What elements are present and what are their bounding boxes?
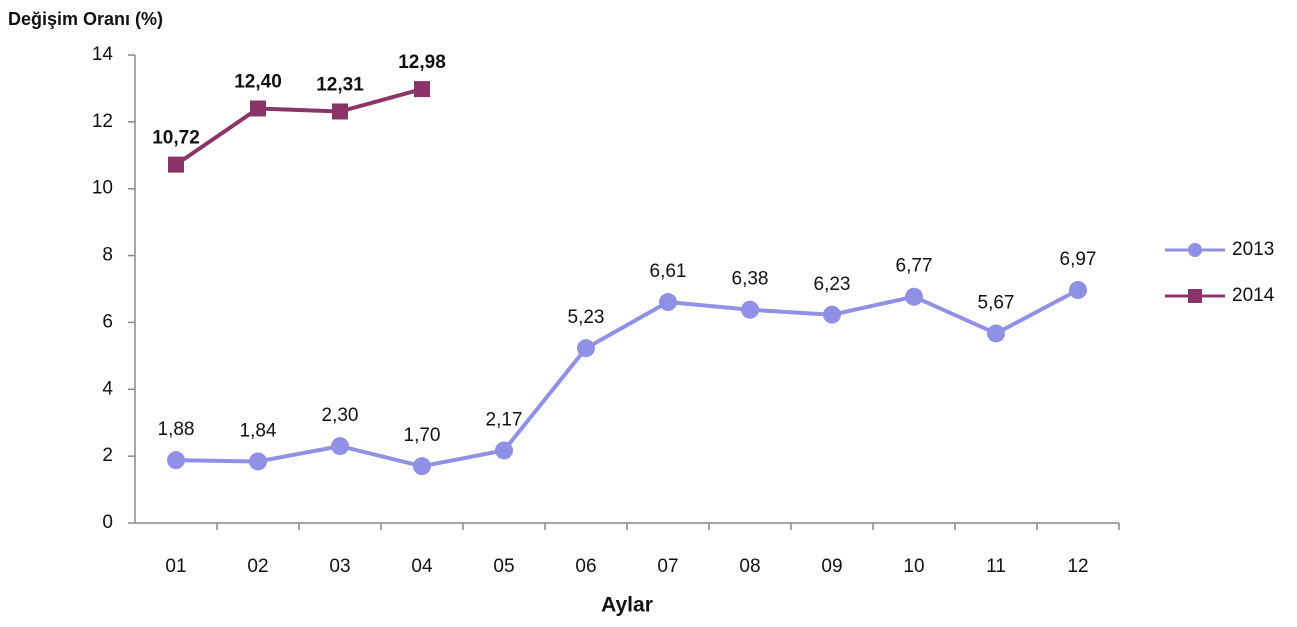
x-tick-label: 11 xyxy=(986,556,1006,577)
point xyxy=(332,103,348,120)
y-tick-label: 12 xyxy=(92,111,113,132)
point xyxy=(167,451,185,470)
value-label: 6,97 xyxy=(1060,249,1097,270)
x-tick-label: 12 xyxy=(1067,556,1088,577)
point xyxy=(331,437,349,456)
value-label: 2,30 xyxy=(322,405,359,426)
point xyxy=(495,441,513,460)
x-tick-label: 09 xyxy=(821,556,842,577)
x-tick-label: 05 xyxy=(493,556,514,577)
point xyxy=(1069,281,1087,300)
x-tick-label: 07 xyxy=(657,556,678,577)
x-tick-label: 01 xyxy=(165,556,186,577)
x-axis-label: Aylar xyxy=(601,594,653,617)
x-tick-label: 06 xyxy=(575,556,596,577)
point xyxy=(823,305,841,324)
y-tick-label: 0 xyxy=(102,512,113,533)
value-label: 10,72 xyxy=(152,128,200,149)
value-label: 5,67 xyxy=(978,292,1015,313)
point xyxy=(250,100,266,117)
legend-marker xyxy=(1188,289,1202,303)
value-label: 12,40 xyxy=(234,72,282,93)
point xyxy=(659,293,677,312)
x-tick-label: 10 xyxy=(903,556,924,577)
value-label: 12,31 xyxy=(316,75,364,96)
y-tick-label: 4 xyxy=(102,378,113,399)
y-tick-label: 14 xyxy=(92,44,114,65)
point xyxy=(413,457,431,476)
value-label: 2,17 xyxy=(486,409,523,430)
legend-label: 2013 xyxy=(1232,239,1274,260)
y-tick-label: 10 xyxy=(92,178,113,199)
value-label: 6,61 xyxy=(650,261,687,282)
point xyxy=(168,156,184,173)
point xyxy=(905,287,923,306)
chart-title: Değişim Oranı (%) xyxy=(8,9,163,29)
value-label: 6,77 xyxy=(896,256,933,277)
y-tick-label: 8 xyxy=(102,245,113,266)
value-label: 12,98 xyxy=(398,52,446,73)
y-tick-label: 6 xyxy=(102,311,113,332)
value-label: 6,38 xyxy=(732,269,769,290)
value-label: 1,88 xyxy=(158,419,195,440)
point xyxy=(577,339,595,358)
series-line xyxy=(174,87,423,167)
point xyxy=(741,300,759,319)
y-tick-label: 2 xyxy=(102,445,113,466)
x-tick-label: 02 xyxy=(247,556,268,577)
value-label: 6,23 xyxy=(814,274,851,295)
value-label: 5,23 xyxy=(568,307,605,328)
value-label: 1,84 xyxy=(240,421,277,442)
point xyxy=(987,324,1005,343)
point xyxy=(249,452,267,471)
x-tick-label: 03 xyxy=(329,556,350,577)
series-line xyxy=(175,288,1079,469)
value-label: 1,70 xyxy=(404,425,441,446)
legend-marker xyxy=(1188,243,1202,257)
x-tick-label: 04 xyxy=(411,556,433,577)
x-tick-label: 08 xyxy=(739,556,760,577)
legend-label: 2014 xyxy=(1232,285,1275,306)
point xyxy=(414,81,430,98)
